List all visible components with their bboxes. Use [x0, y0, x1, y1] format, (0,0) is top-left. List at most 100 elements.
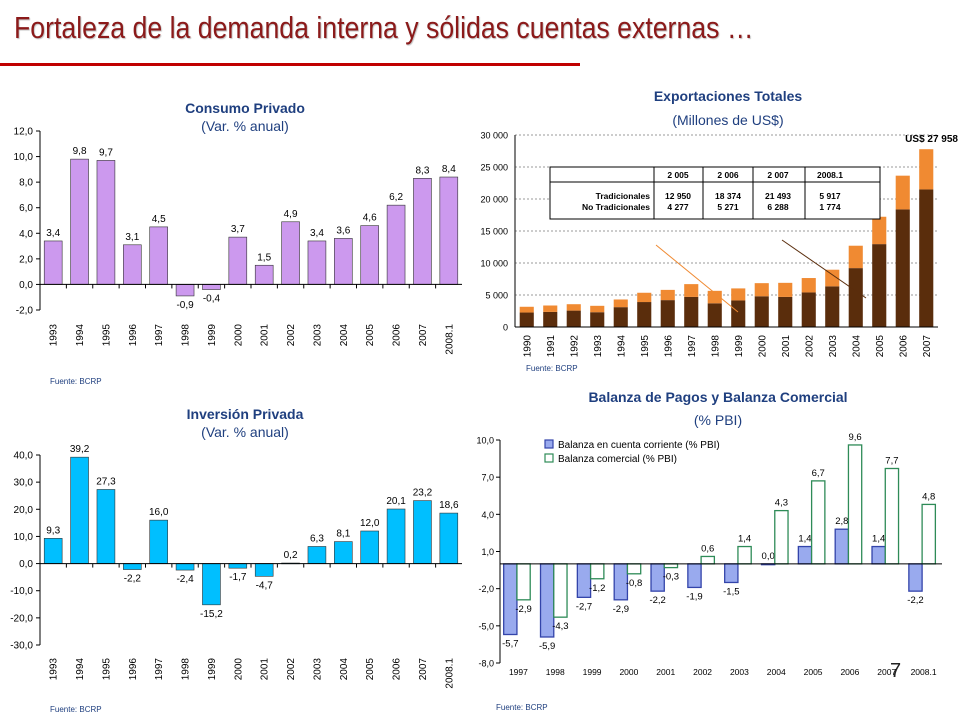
x-tick-label: 2007 [418, 658, 429, 681]
y-tick-label: -2,0 [478, 584, 494, 594]
arrow-tradicionales [781, 239, 867, 299]
bar-tradicionales [731, 300, 746, 327]
x-tick-label: 1995 [640, 335, 651, 358]
bar-no-tradicionales [919, 149, 934, 190]
bar [307, 546, 327, 564]
y-tick-label: 40,0 [14, 451, 34, 462]
data-label: 16,0 [149, 507, 169, 518]
y-tick-label: 7,0 [481, 473, 494, 483]
bar-no-tradicionales [543, 305, 558, 312]
table-cell: 1 774 [819, 202, 841, 212]
data-label: 6,3 [310, 533, 324, 544]
balanza-chart: Balanza de Pagos y Balanza Comercial (% P… [476, 389, 942, 712]
source-note: Fuente: BCRP [526, 364, 578, 373]
data-label: -1,2 [589, 583, 605, 594]
chart-subtitle: (Var. % anual) [201, 118, 289, 134]
x-tick-label: 2008.1 [444, 658, 455, 689]
source-note: Fuente: BCRP [50, 705, 102, 714]
table-header: 2008.1 [817, 170, 843, 180]
data-label: -2,7 [576, 601, 592, 612]
x-tick-label: 1993 [49, 324, 60, 347]
y-tick-label: -5,0 [478, 621, 494, 631]
y-tick-label: -10,0 [10, 586, 33, 597]
export-table [549, 166, 881, 220]
x-tick-label: 1998 [546, 667, 565, 677]
bar [334, 238, 353, 285]
source-note: Fuente: BCRP [496, 703, 548, 712]
table-cell: 5 917 [819, 191, 841, 201]
y-tick-label: 1,0 [481, 547, 494, 557]
y-tick-label: 0 [503, 323, 508, 333]
x-tick-label: 1994 [75, 658, 86, 681]
x-tick-label: 2001 [781, 335, 792, 358]
bar [175, 563, 195, 571]
data-label: -1,5 [723, 586, 739, 597]
bar-tradicionales [825, 286, 840, 327]
x-tick-label: 2003 [312, 324, 323, 347]
data-label: -1,7 [229, 572, 247, 583]
bar-cuenta-corriente [797, 545, 813, 565]
bar-tradicionales [872, 244, 887, 327]
data-label: -2,9 [515, 604, 531, 615]
bar [360, 530, 379, 564]
x-tick-label: 1995 [101, 658, 112, 681]
bar [439, 512, 459, 564]
x-tick-label: 2007 [877, 667, 896, 677]
bar-comercial [589, 563, 605, 580]
x-tick-label: 1998 [710, 335, 721, 358]
bar [254, 563, 274, 577]
bar [123, 563, 142, 570]
bar-no-tradicionales [848, 245, 863, 269]
bar-tradicionales [566, 310, 581, 327]
bar-tradicionales [707, 303, 722, 327]
bar-no-tradicionales [895, 175, 910, 210]
data-label: 9,7 [99, 147, 113, 158]
bar-no-tradicionales [731, 288, 746, 301]
bar [70, 158, 89, 285]
x-tick-label: 2006 [840, 667, 859, 677]
bar-no-tradicionales [707, 290, 722, 304]
bar [43, 538, 63, 564]
data-label: 8,1 [336, 529, 350, 540]
data-label: 9,6 [848, 432, 861, 443]
bar-no-tradicionales [825, 269, 840, 287]
y-tick-label: 4,0 [19, 229, 33, 240]
data-label: 2,8 [835, 516, 848, 527]
bar-cuenta-corriente [724, 563, 739, 584]
bar [439, 176, 459, 285]
data-label: 9,8 [73, 146, 87, 157]
y-tick-label: 30 000 [480, 131, 508, 141]
data-label: -4,7 [256, 580, 274, 591]
x-tick-label: 2001 [656, 667, 675, 677]
x-tick-label: 2000 [233, 324, 244, 347]
data-label: 4,6 [363, 213, 377, 224]
bar-tradicionales [919, 189, 934, 327]
bar-tradicionales [660, 300, 675, 327]
data-label: 3,6 [336, 225, 350, 236]
data-label: 1,5 [257, 252, 271, 263]
bar-comercial [810, 480, 826, 565]
bar-comercial [884, 467, 900, 565]
data-label: 20,1 [386, 496, 406, 507]
y-tick-label: 5 000 [485, 291, 508, 301]
data-label: -0,3 [663, 572, 679, 583]
bar [386, 204, 406, 285]
y-tick-label: 0,0 [19, 280, 33, 291]
x-tick-label: 2005 [365, 658, 376, 681]
y-tick-label: 20 000 [480, 195, 508, 205]
bar-comercial [700, 555, 716, 565]
bar [70, 456, 89, 564]
y-tick-label: 10 000 [480, 259, 508, 269]
data-label: 7,7 [885, 455, 898, 466]
bar [228, 563, 248, 569]
data-label: 6,2 [389, 192, 403, 203]
bar-tradicionales [895, 209, 910, 327]
bar-no-tradicionales [613, 299, 628, 308]
bar-comercial [737, 545, 752, 565]
bar-tradicionales [778, 296, 793, 327]
bar [413, 500, 432, 564]
bar-tradicionales [684, 296, 699, 327]
x-tick-label: 2003 [828, 335, 839, 358]
x-tick-label: 1996 [128, 658, 139, 681]
data-label: 8,4 [442, 164, 456, 175]
